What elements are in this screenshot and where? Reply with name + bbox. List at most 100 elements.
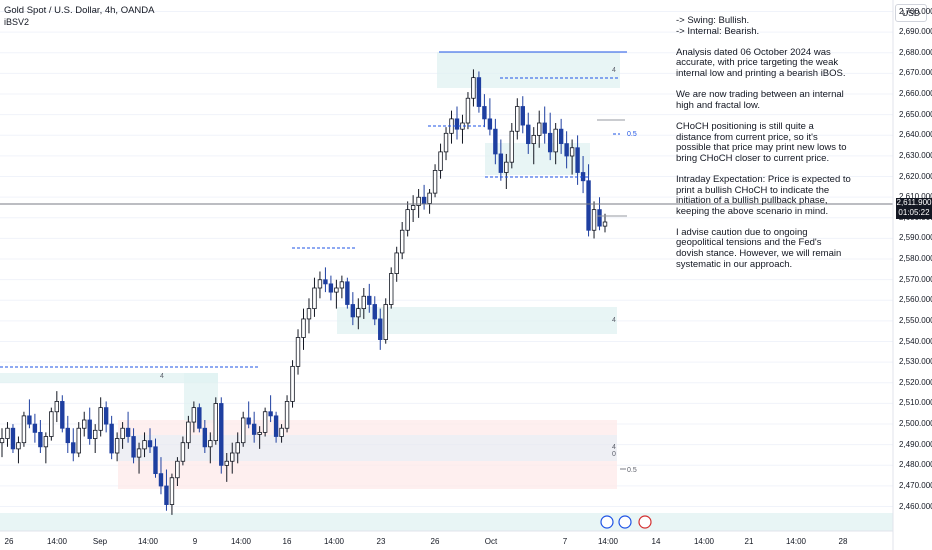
x-tick-label: Sep: [92, 537, 108, 546]
currency-button[interactable]: USD: [895, 4, 927, 22]
y-tick-label: 2,540.000: [899, 336, 932, 346]
y-tick-label: 2,480.000: [899, 460, 932, 470]
candle-body: [109, 423, 114, 454]
candle-body: [367, 295, 372, 305]
candle-body: [180, 442, 186, 462]
candle-body: [537, 122, 542, 136]
x-tick-label: 21: [744, 537, 754, 546]
candle-body: [290, 365, 295, 402]
grid: [0, 11, 893, 507]
zone: [118, 435, 617, 461]
candle-body: [454, 118, 460, 130]
candle-body: [191, 407, 197, 423]
y-tick-label: 2,620.000: [899, 171, 932, 181]
candle-body: [487, 118, 493, 130]
y-tick-label: 2,580.000: [899, 254, 932, 263]
y-tick-label: 2,490.000: [899, 439, 932, 449]
candle-body: [131, 436, 136, 458]
candle-body: [136, 448, 142, 458]
x-tick-label: 23: [376, 537, 386, 546]
candle-body: [262, 411, 268, 433]
candle-body: [54, 401, 60, 413]
candle-body: [186, 421, 191, 444]
x-tick-label: 9: [192, 537, 198, 546]
candle-body: [443, 132, 449, 153]
y-tick-label: 2,560.000: [899, 295, 932, 305]
candle-body: [427, 192, 432, 204]
candle-body: [531, 134, 536, 145]
candle-body: [49, 411, 54, 437]
candle-body: [564, 143, 569, 157]
candle-body: [202, 427, 208, 448]
candle-body: [383, 304, 388, 340]
candle-body: [602, 221, 608, 227]
candle-body: [114, 438, 120, 454]
zone: [118, 461, 617, 489]
candle-body: [246, 417, 251, 425]
candle-body: [213, 403, 218, 442]
note-line: I advise caution due to ongoing geopolit…: [676, 226, 842, 270]
y-tick-label: 2,510.000: [899, 398, 932, 408]
zone-label: 0.5: [627, 467, 637, 474]
candle-body: [372, 304, 377, 320]
candle-body: [476, 77, 482, 107]
candle-body: [361, 295, 366, 310]
candle-body: [493, 128, 498, 155]
candle-body: [350, 304, 356, 318]
x-tick-label: 14:00: [597, 537, 619, 546]
zone-label: 4: [160, 373, 164, 380]
candle-body: [82, 419, 87, 429]
event-icons: [600, 515, 652, 529]
candle-body: [60, 401, 65, 429]
candle-body: [268, 411, 273, 417]
candle-body: [92, 429, 98, 439]
zone: [0, 373, 218, 383]
candle-body: [410, 205, 416, 211]
x-tick-label: Oct: [484, 537, 498, 546]
y-tick-label: 2,460.000: [899, 501, 932, 511]
candle-body: [21, 415, 27, 444]
candle-body: [471, 77, 476, 99]
x-tick-label: 14:00: [46, 537, 68, 546]
candle-body: [526, 124, 531, 145]
note-line: Intraday Expectation: Price is expected …: [676, 173, 851, 217]
candle-body: [553, 128, 558, 153]
candle-body: [103, 407, 109, 425]
x-tick-label: 14: [651, 537, 661, 546]
analysis-note: -> Swing: Bullish. -> Internal: Bearish.…: [676, 15, 851, 281]
note-line: CHoCH positioning is still quite a dista…: [676, 120, 847, 164]
candle-body: [153, 446, 158, 475]
candle-body: [569, 147, 575, 157]
x-tick-label: 14:00: [323, 537, 345, 546]
candle-body: [38, 431, 43, 448]
candle-body: [586, 180, 591, 231]
last-price-badge: 2,611.900 01:05:22: [896, 198, 932, 219]
candle-body: [279, 427, 284, 437]
candle-body: [399, 229, 405, 254]
candle-body: [345, 281, 350, 305]
candle-body: [317, 279, 323, 289]
y-tick-label: 2,690.000: [899, 27, 932, 37]
candle-body: [87, 419, 92, 439]
x-tick-label: 14:00: [137, 537, 159, 546]
candle-body: [575, 147, 580, 173]
x-tick-label: 7: [562, 537, 568, 546]
candle-body: [312, 287, 317, 310]
countdown: 01:05:22: [898, 208, 930, 217]
candle-body: [591, 209, 597, 231]
y-tick-label: 2,530.000: [899, 357, 932, 367]
y-tick-label: 2,660.000: [899, 89, 932, 98]
candle-body: [547, 132, 553, 153]
candle-body: [558, 128, 564, 145]
candle-body: [5, 427, 10, 439]
candle-body: [76, 427, 81, 454]
candle-body: [240, 417, 246, 444]
symbol-title: Gold Spot / U.S. Dollar, 4h, OANDA: [4, 5, 155, 16]
candle-body: [515, 106, 520, 132]
indicator-label: iBSV2: [4, 17, 30, 27]
x-tick-label: 26: [4, 537, 14, 546]
candle-body: [27, 415, 32, 425]
candle-body: [482, 106, 487, 120]
candle-body: [208, 440, 213, 448]
